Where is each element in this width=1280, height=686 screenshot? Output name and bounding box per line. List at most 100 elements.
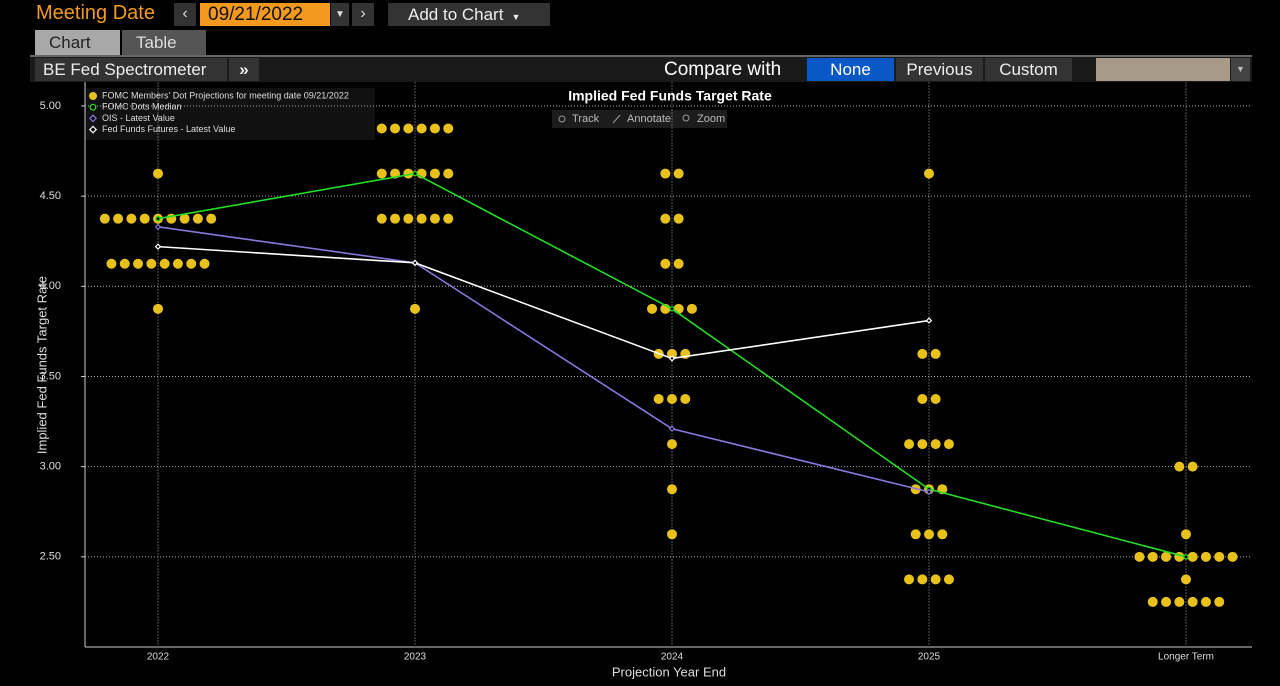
chart-bg xyxy=(0,82,1280,686)
zoom-icon xyxy=(682,114,690,122)
fomc-dot xyxy=(667,348,677,359)
fomc-dot xyxy=(133,258,144,269)
fomc-dot xyxy=(924,529,934,540)
add-to-chart-button[interactable]: Add to Chart ▼ xyxy=(388,3,550,26)
fomc-dot xyxy=(653,394,664,405)
fomc-dot xyxy=(673,258,684,269)
fomc-dot xyxy=(1174,596,1185,607)
legend-marker xyxy=(88,125,98,134)
fomc-dot xyxy=(192,213,203,224)
tool-annotate[interactable]: Annotate xyxy=(627,113,671,125)
fomc-dot xyxy=(153,168,163,179)
series-point xyxy=(154,243,162,250)
legend-marker xyxy=(89,103,97,111)
fomc-dot xyxy=(390,213,401,224)
tool-track[interactable]: Track xyxy=(572,113,600,125)
fomc-dot xyxy=(686,303,697,314)
compare-none[interactable]: None xyxy=(807,58,894,81)
fomc-dot xyxy=(667,529,677,540)
y-tick-label: 3.00 xyxy=(40,461,61,473)
fomc-dot xyxy=(673,168,684,179)
fomc-dot xyxy=(1214,596,1225,607)
fomc-dot xyxy=(186,258,197,269)
fomc-dot xyxy=(1187,551,1198,562)
x-tick-label: 2023 xyxy=(404,652,427,663)
fomc-dot xyxy=(403,123,414,134)
annotate-icon xyxy=(612,114,621,124)
custom-dropdown[interactable]: ▼ xyxy=(1231,58,1250,81)
series-line xyxy=(157,245,930,360)
fomc-dot xyxy=(1187,461,1198,472)
add-to-chart-text: Add to Chart xyxy=(408,5,504,24)
fomc-dot xyxy=(943,574,954,585)
series-point xyxy=(411,259,419,267)
fomc-dot xyxy=(673,213,684,224)
x-tick-label: 2022 xyxy=(147,652,170,663)
custom-date-input[interactable] xyxy=(1096,58,1230,81)
fomc-dot xyxy=(924,168,934,179)
fomc-dot xyxy=(1161,596,1172,607)
fomc-dot xyxy=(390,123,401,134)
series-point xyxy=(154,223,162,231)
x-tick-label: 2024 xyxy=(661,652,684,663)
fomc-dot xyxy=(660,168,671,179)
meeting-date-label: Meeting Date xyxy=(36,2,155,24)
legend-label: OIS - Latest Value xyxy=(102,113,175,123)
fomc-dot xyxy=(1161,551,1172,562)
fomc-dot xyxy=(1200,596,1211,607)
fomc-dot xyxy=(159,258,170,269)
series-point xyxy=(925,488,933,496)
fomc-dot xyxy=(904,574,915,585)
fomc-dot xyxy=(910,529,921,540)
fomc-dot xyxy=(429,123,440,134)
legend-label: Fed Funds Futures - Latest Value xyxy=(102,124,235,134)
fomc-dot xyxy=(1181,529,1191,540)
meeting-date-input[interactable]: 09/21/2022 xyxy=(200,3,330,26)
fomc-dot xyxy=(917,574,928,585)
fomc-dot xyxy=(403,168,414,179)
series-point xyxy=(155,215,161,222)
fomc-dot xyxy=(429,168,440,179)
y-tick-label: 5.00 xyxy=(40,100,61,112)
fomc-dot xyxy=(443,168,454,179)
fomc-dot xyxy=(667,394,677,405)
date-dropdown[interactable]: ▼ xyxy=(331,3,349,26)
fomc-dot xyxy=(126,213,137,224)
fomc-dot xyxy=(1174,551,1185,562)
legend-marker xyxy=(89,92,97,100)
legend-box xyxy=(85,88,375,140)
prev-date-button[interactable]: ‹ xyxy=(174,3,196,26)
series-point xyxy=(669,306,675,312)
y-axis-label: Implied Fed Funds Target Rate xyxy=(34,276,49,454)
fomc-dot xyxy=(119,258,130,269)
y-tick-label: 4.50 xyxy=(40,190,61,202)
fomc-dot xyxy=(376,123,387,134)
compare-custom[interactable]: Custom xyxy=(985,58,1072,81)
legend-label: FOMC Dots Median xyxy=(102,102,182,112)
fomc-dot xyxy=(647,303,658,314)
view-expand-button[interactable]: » xyxy=(229,58,259,81)
fomc-dot xyxy=(1134,551,1145,562)
view-selector[interactable]: BE Fed Spectrometer xyxy=(35,58,227,81)
fomc-dot xyxy=(917,348,928,359)
fomc-dot xyxy=(403,213,414,224)
fomc-dot xyxy=(153,303,163,314)
compare-previous[interactable]: Previous xyxy=(896,58,983,81)
x-tick-label: 2025 xyxy=(918,652,941,663)
tab-chart[interactable]: Chart xyxy=(35,30,120,55)
fomc-dot xyxy=(410,303,420,314)
next-date-button[interactable]: › xyxy=(352,3,374,26)
chart-title: Implied Fed Funds Target Rate xyxy=(568,88,772,104)
fomc-dot xyxy=(429,213,440,224)
fomc-dot xyxy=(930,439,941,450)
fomc-dot xyxy=(1187,596,1198,607)
tab-table[interactable]: Table xyxy=(122,30,206,55)
fomc-dot xyxy=(443,213,454,224)
fomc-dot xyxy=(943,439,954,450)
tool-zoom[interactable]: Zoom xyxy=(697,113,725,125)
fomc-dot xyxy=(917,394,928,405)
legend-label: FOMC Members' Dot Projections for meetin… xyxy=(102,90,349,100)
x-tick-label: Longer Term xyxy=(1158,652,1214,663)
tab-underline xyxy=(30,55,1252,57)
